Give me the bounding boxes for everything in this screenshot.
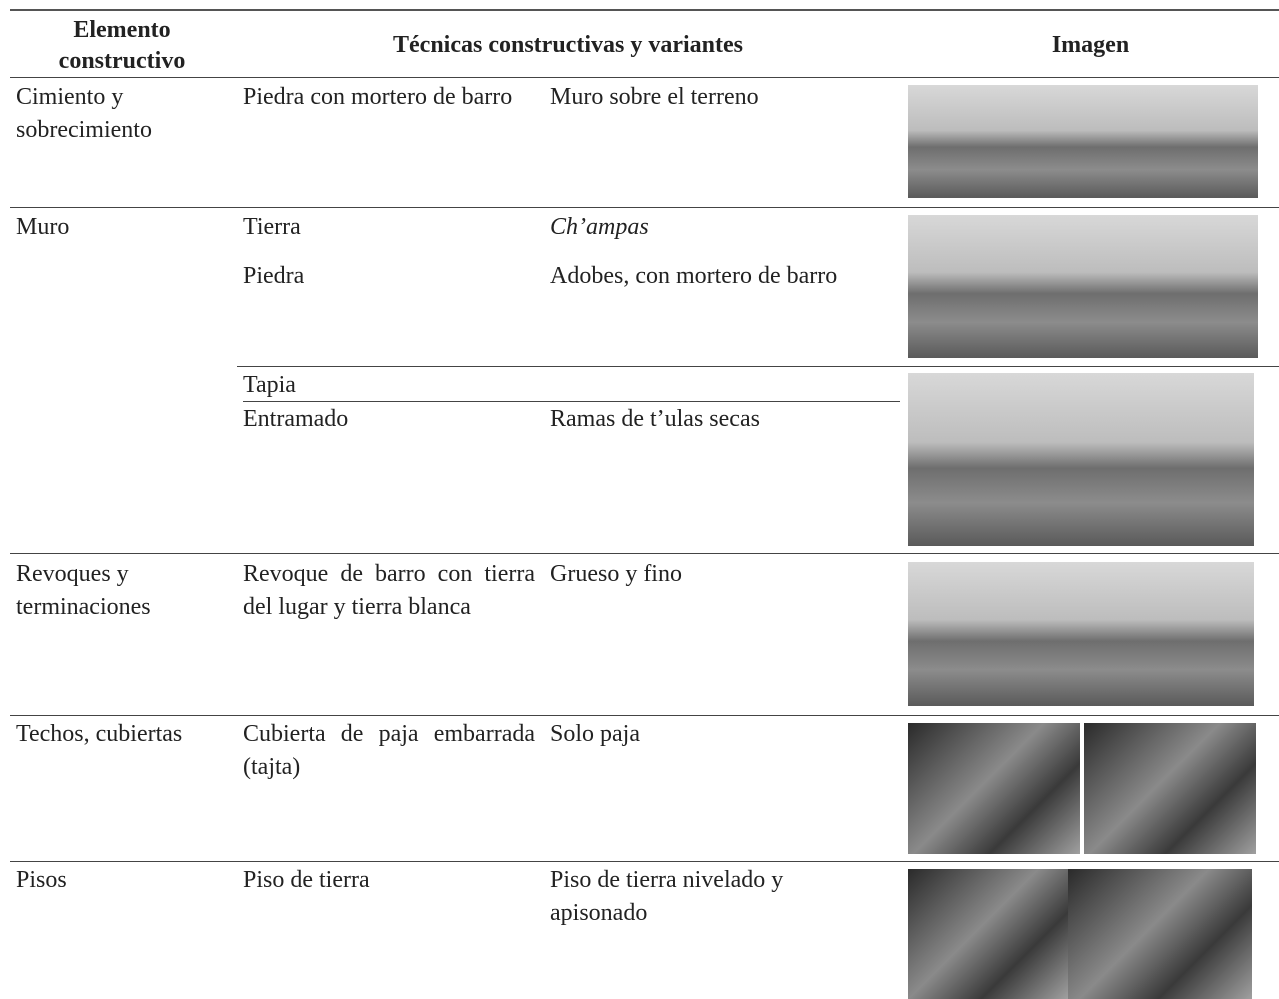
header-cell: Imagen	[1051, 32, 1130, 58]
header-cell: Técnicas constructivas y variantes	[393, 32, 743, 58]
photo	[908, 373, 1254, 546]
header-cell: Elemento constructivo	[58, 17, 186, 74]
cell: Solo paja	[550, 721, 640, 747]
rule	[10, 207, 1279, 208]
rule	[10, 715, 1279, 716]
cell: Tierra	[243, 214, 301, 240]
photo	[1084, 723, 1256, 854]
photo	[1068, 869, 1252, 999]
cell: Revoques y terminaciones	[16, 561, 151, 620]
rule	[10, 9, 1279, 11]
cell: Piso de tierra	[243, 867, 370, 893]
rule	[237, 366, 1279, 367]
cell: Piedra con mortero de barro	[243, 84, 513, 110]
cell: Grueso y fino	[550, 561, 682, 587]
photo	[908, 562, 1254, 706]
photo	[908, 215, 1258, 358]
cell: Adobes, con mortero de barro	[550, 263, 838, 289]
cell: Cubierta de paja embarrada (tajta)	[243, 721, 535, 780]
cell: Entramado	[243, 406, 349, 432]
rule	[10, 553, 1279, 554]
cell: Ramas de t’ulas secas	[550, 406, 760, 432]
photo	[908, 869, 1068, 999]
cell: Ch’ampas	[550, 214, 649, 240]
cell: Revoque de barro con tierra del lugar y …	[243, 561, 535, 620]
cell: Tapia	[243, 372, 296, 398]
rule	[10, 861, 1279, 862]
cell: Piedra	[243, 263, 305, 289]
cell: Muro sobre el terreno	[550, 84, 759, 110]
cell: Piso de tierra nivelado y apisonado	[550, 867, 784, 926]
cell: Cimiento y sobrecimiento	[16, 84, 152, 143]
cell: Techos, cubiertas	[16, 721, 183, 747]
photo	[908, 85, 1258, 198]
rule	[243, 401, 900, 402]
rule	[10, 77, 1279, 78]
photo	[908, 723, 1080, 854]
cell: Muro	[16, 214, 70, 240]
cell: Pisos	[16, 867, 67, 893]
